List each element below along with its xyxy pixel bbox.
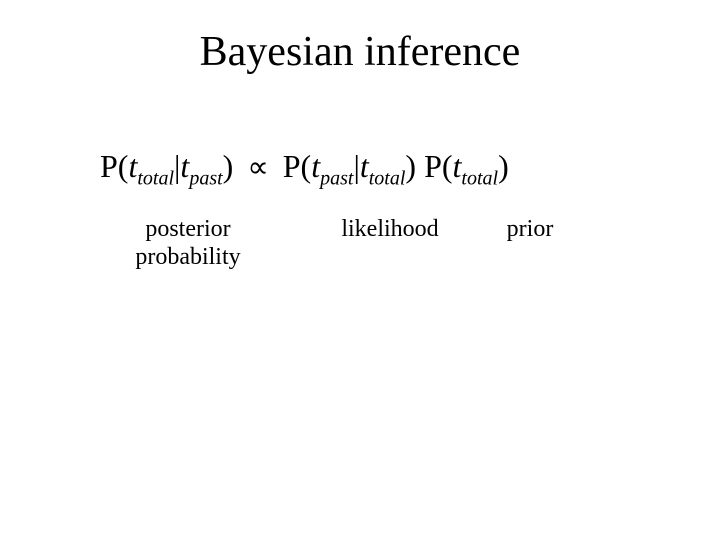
likelihood-p: P( bbox=[283, 148, 311, 184]
posterior-label: posterior probability bbox=[118, 216, 258, 271]
prior-sub1: total bbox=[461, 167, 498, 189]
likelihood-close: ) bbox=[405, 148, 416, 184]
prior-close: ) bbox=[498, 148, 509, 184]
posterior-sub1: total bbox=[137, 167, 174, 189]
prior-label: prior bbox=[490, 216, 570, 243]
likelihood-term: P(tpast|ttotal) bbox=[283, 148, 424, 184]
posterior-t2: t bbox=[180, 148, 189, 184]
posterior-t1: t bbox=[128, 148, 137, 184]
posterior-p: P( bbox=[100, 148, 128, 184]
posterior-label-line2: probability bbox=[135, 244, 240, 270]
posterior-label-line1: posterior bbox=[145, 216, 230, 242]
posterior-term: P(ttotal|tpast) bbox=[100, 148, 241, 184]
slide: Bayesian inference P(ttotal|tpast) ∝ P(t… bbox=[0, 0, 720, 540]
posterior-close: ) bbox=[223, 148, 234, 184]
propto-symbol: ∝ bbox=[241, 151, 274, 184]
likelihood-label: likelihood bbox=[320, 216, 460, 243]
posterior-sub2: past bbox=[189, 167, 222, 189]
prior-term: P(ttotal) bbox=[424, 148, 509, 184]
likelihood-sub1: past bbox=[320, 167, 353, 189]
bayes-formula: P(ttotal|tpast) ∝ P(tpast|ttotal) P(ttot… bbox=[100, 148, 509, 190]
prior-p: P( bbox=[424, 148, 452, 184]
likelihood-sub2: total bbox=[369, 167, 406, 189]
likelihood-t1: t bbox=[311, 148, 320, 184]
slide-title: Bayesian inference bbox=[0, 28, 720, 76]
likelihood-t2: t bbox=[360, 148, 369, 184]
